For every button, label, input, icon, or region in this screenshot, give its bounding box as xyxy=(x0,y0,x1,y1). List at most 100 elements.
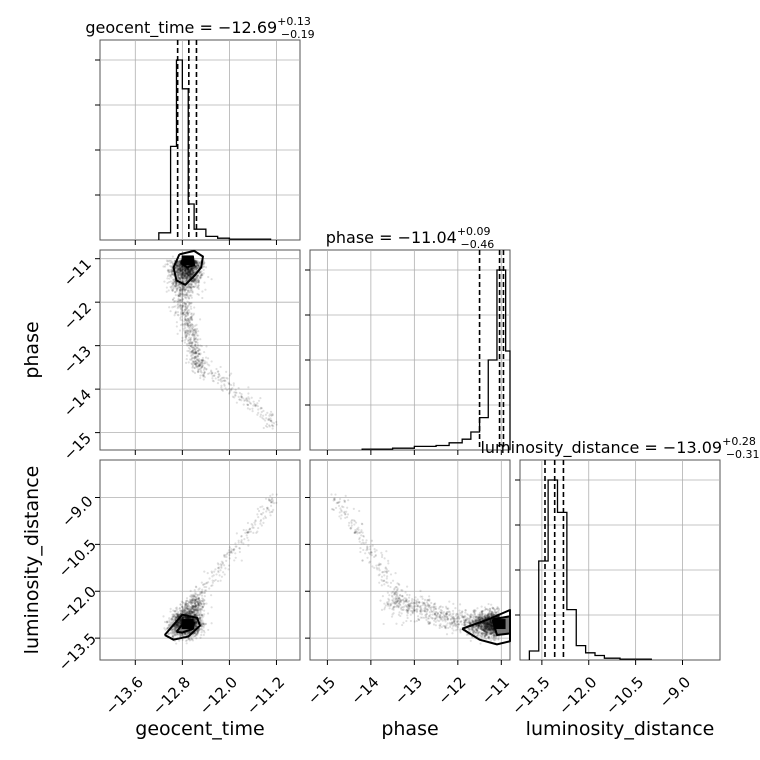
sample-point xyxy=(173,300,176,303)
sample-point xyxy=(187,313,190,316)
sample-point xyxy=(383,602,386,605)
sample-point xyxy=(219,569,222,572)
sample-point xyxy=(200,367,203,370)
sample-point xyxy=(189,267,193,271)
sample-point xyxy=(199,363,202,366)
sample-point xyxy=(181,273,185,277)
sample-point xyxy=(194,265,197,268)
sample-point xyxy=(267,418,270,422)
sample-point xyxy=(185,291,189,295)
sample-point xyxy=(192,313,195,317)
sample-point xyxy=(178,265,182,268)
sample-point xyxy=(184,267,187,271)
sample-point xyxy=(202,625,205,628)
sample-point xyxy=(193,362,196,365)
sample-point xyxy=(269,514,272,517)
sample-point xyxy=(179,272,182,275)
sample-point xyxy=(186,286,189,289)
sample-point xyxy=(185,275,189,278)
sample-point xyxy=(186,274,190,277)
sample-point xyxy=(193,328,196,331)
sample-point xyxy=(267,418,270,421)
sample-point xyxy=(181,268,184,271)
sample-point xyxy=(191,351,194,354)
sample-point xyxy=(226,551,229,554)
sample-point xyxy=(169,261,172,264)
sample-point xyxy=(183,274,186,277)
sample-point xyxy=(184,272,187,275)
sample-point xyxy=(195,357,198,360)
sample-point xyxy=(192,280,195,283)
sample-point xyxy=(189,272,192,275)
sample-point xyxy=(196,276,199,279)
sample-point xyxy=(190,307,193,310)
sample-point xyxy=(234,388,237,391)
sample-point xyxy=(192,330,195,333)
sample-point xyxy=(175,268,178,271)
sample-point xyxy=(192,271,195,275)
sample-point xyxy=(196,264,200,267)
sample-point xyxy=(202,265,205,268)
sample-point xyxy=(199,364,202,367)
sample-point xyxy=(194,340,197,343)
sample-point xyxy=(188,271,191,274)
sample-point xyxy=(193,599,196,602)
sample-point xyxy=(191,366,194,369)
sample-point xyxy=(204,266,208,269)
sample-point xyxy=(197,362,200,365)
sample-point xyxy=(196,366,199,369)
sample-point xyxy=(180,287,184,291)
sample-point xyxy=(184,296,187,299)
sample-point xyxy=(171,306,174,309)
sample-point xyxy=(183,611,186,614)
sample-point xyxy=(186,274,190,277)
sample-point xyxy=(166,269,169,272)
sample-point xyxy=(190,268,193,271)
sample-point xyxy=(195,351,198,355)
sample-point xyxy=(181,268,184,271)
sample-point xyxy=(177,274,181,277)
sample-point xyxy=(175,282,178,285)
sample-point xyxy=(181,290,184,293)
sample-point xyxy=(480,605,483,608)
sample-point xyxy=(248,530,251,534)
sample-point xyxy=(187,286,191,289)
sample-point xyxy=(181,276,184,279)
sample-point xyxy=(246,536,249,539)
sample-point xyxy=(179,267,182,270)
sample-point xyxy=(168,273,171,276)
sample-point xyxy=(177,295,180,298)
sample-point xyxy=(193,357,196,360)
sample-point xyxy=(179,283,182,286)
sample-point xyxy=(210,372,213,376)
sample-point xyxy=(178,271,181,274)
sample-point xyxy=(218,373,221,376)
sample-point xyxy=(187,296,191,300)
sample-point xyxy=(181,312,185,315)
sample-point xyxy=(434,624,437,627)
sample-point xyxy=(203,350,206,354)
sample-point xyxy=(223,383,226,386)
sample-point xyxy=(197,334,200,337)
sample-point xyxy=(191,348,194,352)
sample-point xyxy=(179,278,182,282)
sample-point xyxy=(180,275,183,278)
sample-point xyxy=(264,419,267,422)
sample-point xyxy=(243,399,246,402)
sample-point xyxy=(177,268,180,271)
sample-point xyxy=(190,342,193,345)
sample-point xyxy=(183,269,187,272)
sample-point xyxy=(185,354,189,357)
sample-point xyxy=(194,591,197,594)
sample-point xyxy=(234,391,237,394)
sample-point xyxy=(182,293,185,296)
sample-point xyxy=(190,599,193,602)
sample-point xyxy=(177,267,180,271)
sample-point xyxy=(238,391,241,395)
sample-point xyxy=(196,361,199,364)
sample-point xyxy=(232,382,235,385)
sample-point xyxy=(195,276,198,280)
sample-point xyxy=(177,273,180,276)
sample-point xyxy=(186,289,190,292)
sample-point xyxy=(181,324,184,327)
